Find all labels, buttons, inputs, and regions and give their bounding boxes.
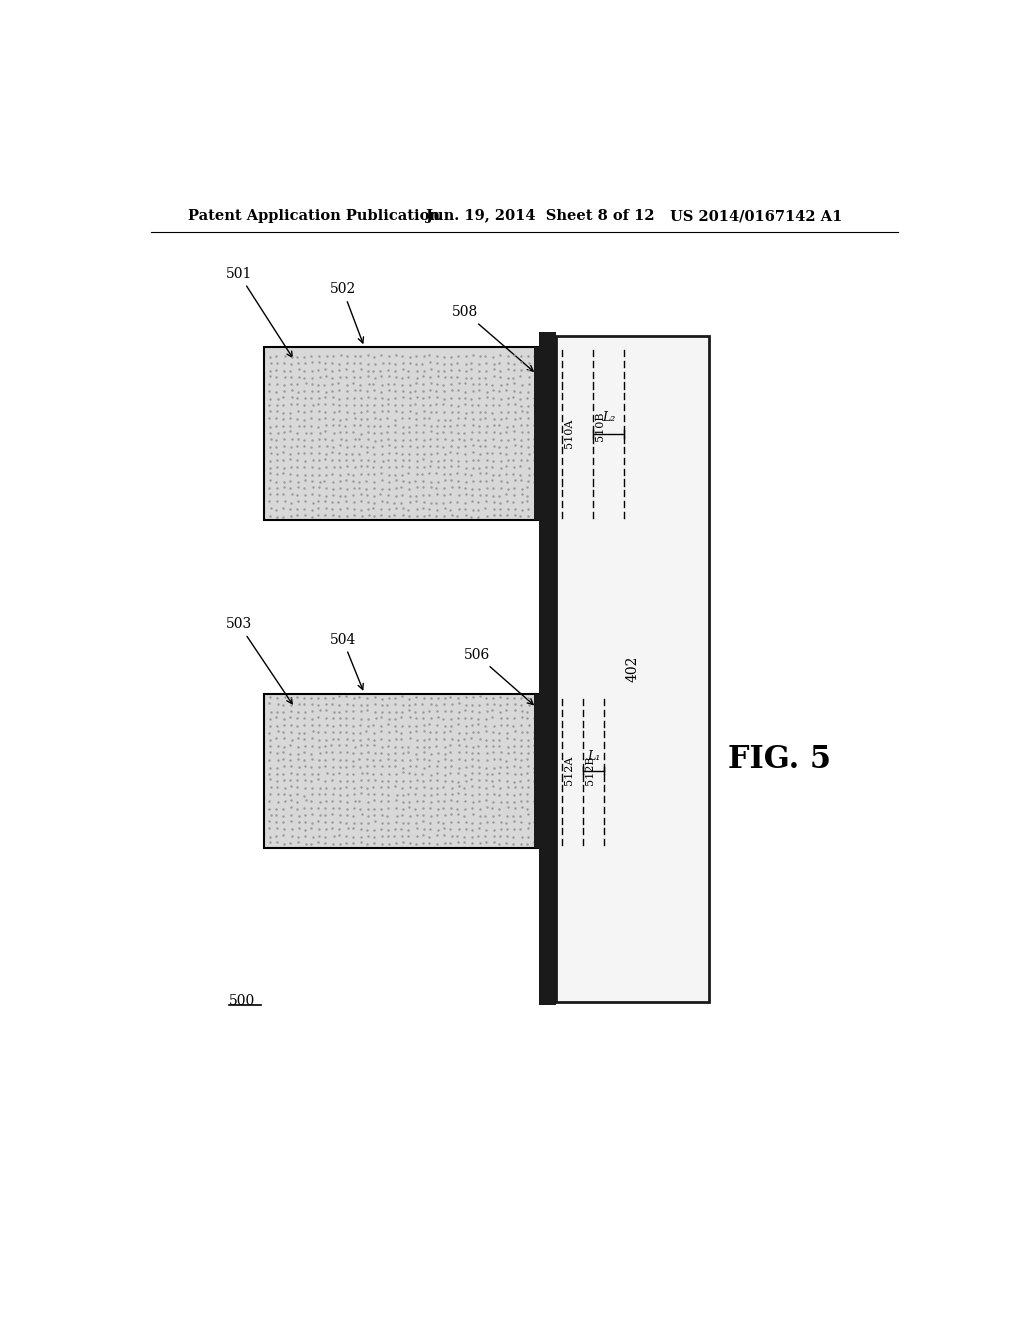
Text: 512B: 512B bbox=[586, 756, 595, 785]
Text: 508: 508 bbox=[452, 305, 534, 371]
Bar bbox=[263, 693, 539, 847]
Text: 506: 506 bbox=[464, 648, 534, 705]
Text: 500: 500 bbox=[228, 994, 255, 1008]
Text: FIG. 5: FIG. 5 bbox=[727, 743, 830, 775]
Bar bbox=[535, 693, 542, 847]
Text: 512A: 512A bbox=[564, 756, 574, 785]
Text: L₁: L₁ bbox=[587, 750, 600, 763]
Bar bbox=[556, 335, 710, 1002]
Text: 402: 402 bbox=[626, 655, 640, 681]
Bar bbox=[263, 347, 539, 520]
Text: L₂: L₂ bbox=[602, 412, 615, 425]
Text: 501: 501 bbox=[225, 267, 292, 358]
Bar bbox=[535, 347, 542, 520]
Text: 503: 503 bbox=[225, 618, 292, 704]
Text: 504: 504 bbox=[330, 632, 364, 689]
Text: 510B: 510B bbox=[595, 412, 605, 441]
Text: 510A: 510A bbox=[564, 418, 574, 449]
Bar bbox=[539, 331, 556, 1006]
Text: Patent Application Publication: Patent Application Publication bbox=[188, 209, 440, 223]
Text: 502: 502 bbox=[330, 282, 364, 343]
Text: US 2014/0167142 A1: US 2014/0167142 A1 bbox=[671, 209, 843, 223]
Text: Jun. 19, 2014  Sheet 8 of 12: Jun. 19, 2014 Sheet 8 of 12 bbox=[426, 209, 655, 223]
